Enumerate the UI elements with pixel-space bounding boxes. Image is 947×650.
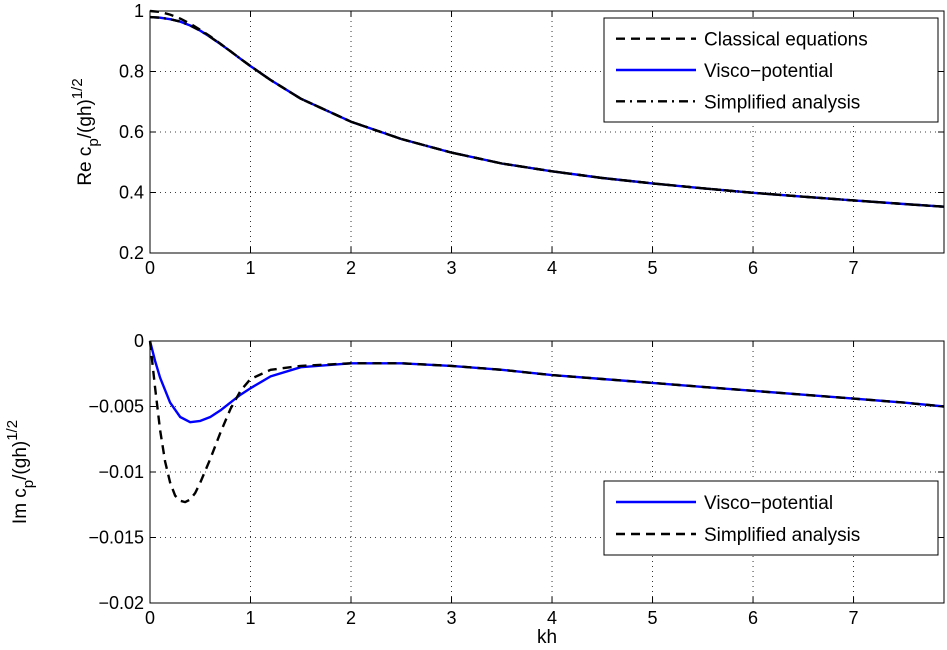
x-tick-label: 3: [447, 608, 457, 628]
y-tick-label: −0.02: [98, 593, 144, 613]
x-tick-label: 3: [447, 258, 457, 278]
im-phase-speed-plot: 0 1 2 3 4 5 6 7 −0.02 −0.015 −0.01 −0.005 0 Im cp/(g…: [4, 331, 945, 648]
x-tick-label: 6: [748, 258, 758, 278]
y-tick-label: 1: [134, 1, 144, 21]
x-tick-label: 6: [748, 608, 758, 628]
x-tick-label: 1: [245, 608, 255, 628]
y-tick-label: 0.4: [119, 183, 144, 203]
y-tick-label: 0.2: [119, 243, 144, 263]
x-tick-label: 5: [648, 258, 658, 278]
legend-box: [603, 480, 939, 556]
y-axis-label: Re cp/(gh)1/2: [69, 78, 102, 185]
x-tick-label: 2: [346, 258, 356, 278]
y-tick-label: −0.01: [98, 462, 144, 482]
x-tick-label: 0: [145, 258, 155, 278]
y-tick-label: −0.005: [88, 397, 144, 417]
ticks: 0 1 2 3 4 5 6 7 −0.02 −0.015 −0.01 −0.005 0: [88, 331, 944, 628]
x-tick-label: 7: [849, 608, 859, 628]
series-line-simplified-analysis: [149, 15, 945, 208]
x-tick-label: 1: [245, 258, 255, 278]
y-tick-label: 0.8: [119, 62, 144, 82]
legend-label: Simplified analysis: [704, 525, 860, 546]
x-tick-label: 5: [648, 608, 658, 628]
legend-label: Visco−potential: [704, 61, 833, 82]
x-tick-label: 0: [145, 608, 155, 628]
legend-label: Classical equations: [704, 30, 868, 51]
series-line-simplified-analysis: [148, 340, 945, 504]
legend: Visco−potential Simplified analysis: [603, 480, 939, 556]
re-phase-speed-plot: 0 1 2 3 4 5 6 7 0.2 0.4 0.6 0.8 1 Re cp/(gh)1/2 Clas…: [69, 1, 945, 278]
y-tick-label: 0: [134, 331, 144, 351]
legend: Classical equations Visco−potential Simpli…: [603, 17, 939, 123]
series-layer: [149, 9, 945, 208]
x-tick-label: 2: [346, 608, 356, 628]
legend-label: Visco−potential: [704, 493, 833, 514]
plot-area: [150, 341, 944, 603]
y-axis-label: Im cp/(gh)1/2: [4, 420, 37, 524]
x-axis-label: kh: [537, 627, 557, 648]
x-tick-label: 7: [849, 258, 859, 278]
x-tick-label: 4: [547, 608, 557, 628]
grid: [150, 341, 944, 603]
legend-label: Simplified analysis: [704, 92, 860, 113]
ticks: 0 1 2 3 4 5 6 7 0.2 0.4 0.6 0.8 1: [119, 1, 944, 278]
series-layer: [148, 340, 945, 504]
y-tick-label: 0.6: [119, 122, 144, 142]
x-tick-label: 4: [547, 258, 557, 278]
y-tick-label: −0.015: [88, 528, 144, 548]
